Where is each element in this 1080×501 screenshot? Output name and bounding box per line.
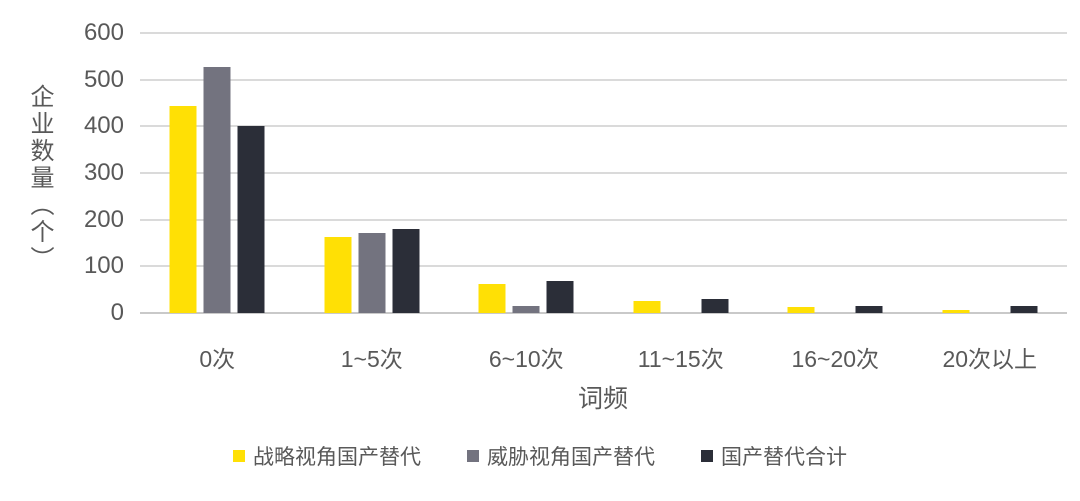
- gridline: [140, 172, 1067, 174]
- bar: [478, 283, 506, 313]
- gridline: [140, 218, 1067, 221]
- x-tick-label: 16~20次: [791, 346, 880, 372]
- bar: [546, 281, 574, 313]
- x-tick-label: 0次: [199, 346, 236, 372]
- bar-group: [787, 306, 883, 313]
- y-tick-label: 300: [83, 159, 124, 186]
- legend-label: 威胁视角国产替代: [487, 446, 655, 469]
- gridline: [140, 32, 1067, 34]
- y-tick-label: 200: [83, 205, 124, 233]
- bar: [1010, 306, 1038, 313]
- bar: [855, 306, 883, 313]
- x-axis-title: 词频: [577, 385, 629, 413]
- x-tick-label: 6~10次: [488, 346, 564, 372]
- bar: [633, 301, 661, 313]
- x-tick-label: 20次以上: [942, 346, 1038, 372]
- y-axis-ticks: 0 100 200 300 400 500 600: [0, 0, 124, 501]
- bar: [358, 233, 386, 313]
- bar-group: [478, 281, 574, 313]
- gridline: [140, 78, 1067, 81]
- x-tick-label: 11~15次: [637, 346, 724, 372]
- legend-swatch-yellow-icon: [233, 450, 245, 462]
- bar: [237, 126, 265, 313]
- y-tick-label: 100: [83, 252, 124, 280]
- legend-swatch-gray-icon: [467, 450, 479, 462]
- bar: [203, 67, 231, 313]
- y-tick-label: 0: [110, 299, 124, 326]
- y-tick-label: 600: [83, 19, 124, 46]
- bar: [787, 307, 815, 313]
- bar: [324, 236, 352, 313]
- y-tick-label: 400: [83, 112, 124, 140]
- y-axis-title: 企业数量（个）: [26, 84, 53, 273]
- bar: [701, 298, 729, 313]
- bar: [512, 306, 540, 313]
- gridline: [140, 312, 1067, 314]
- legend-label: 战略视角国产替代: [253, 446, 421, 469]
- legend-swatch-dark-icon: [701, 450, 713, 462]
- legend: 战略视角国产替代 威胁视角国产替代 国产替代合计: [0, 441, 1080, 471]
- bar-group: [633, 298, 729, 313]
- gridline: [140, 265, 1067, 268]
- x-tick-label: 1~5次: [340, 346, 403, 372]
- bar: [942, 309, 970, 313]
- legend-item-threat: 威胁视角国产替代: [467, 441, 655, 471]
- bar: [169, 106, 197, 313]
- legend-item-total: 国产替代合计: [701, 441, 847, 471]
- legend-item-strategic: 战略视角国产替代: [233, 441, 421, 471]
- gridline: [140, 125, 1067, 128]
- bar-group: [324, 228, 420, 313]
- bar-group: [942, 306, 1038, 313]
- bar: [392, 228, 420, 313]
- bar-group: [169, 67, 265, 313]
- plot-area: [140, 32, 1067, 314]
- y-tick-label: 500: [83, 65, 124, 93]
- legend-label: 国产替代合计: [721, 446, 847, 469]
